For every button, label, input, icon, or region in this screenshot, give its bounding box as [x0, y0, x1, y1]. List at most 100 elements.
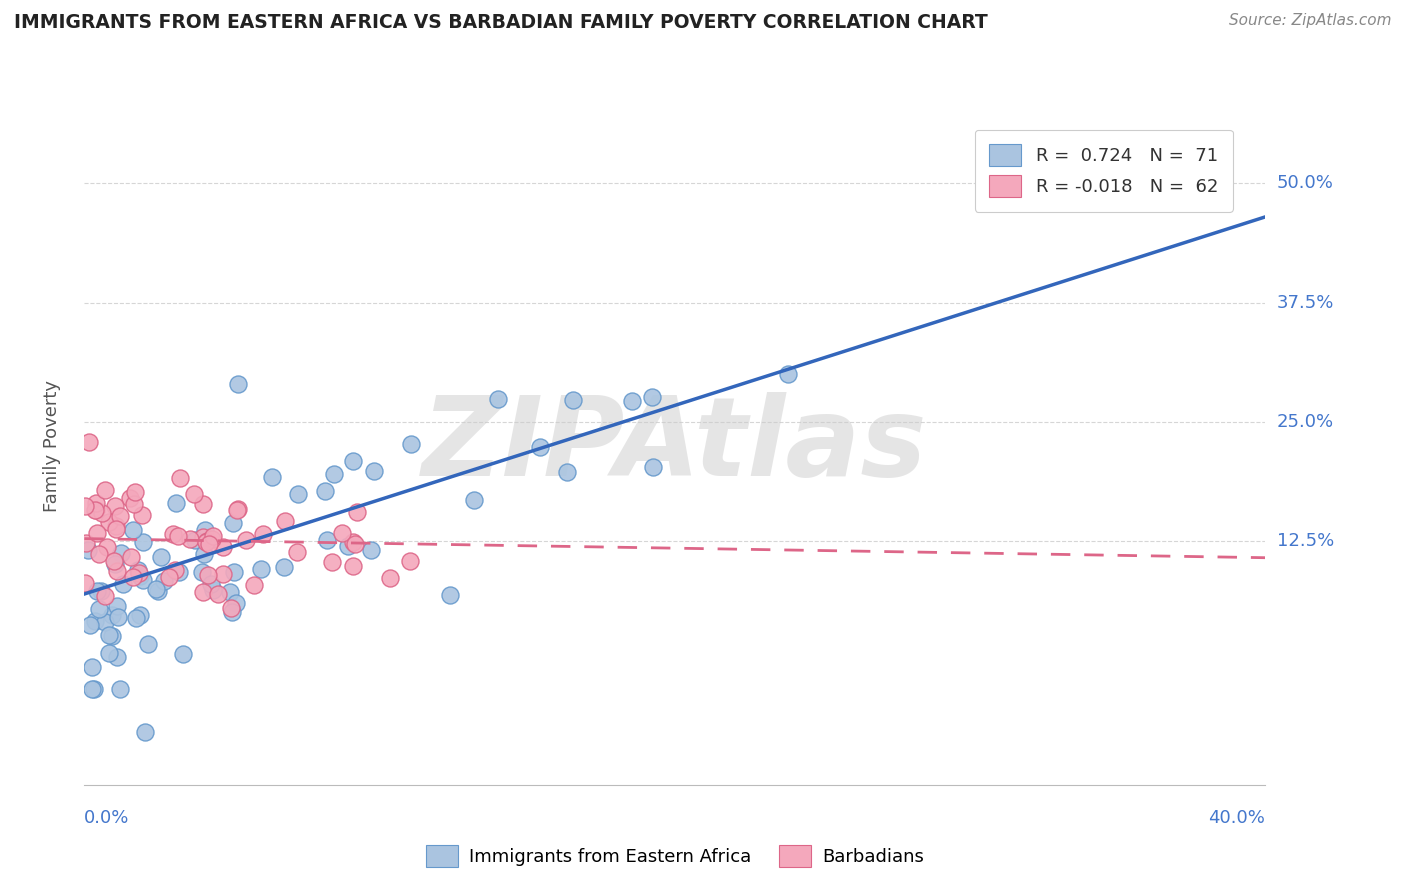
Point	[226, 501, 249, 516]
Point	[221, 516, 243, 530]
Text: 12.5%: 12.5%	[1277, 533, 1334, 550]
Point	[149, 549, 172, 564]
Point	[163, 563, 186, 577]
Point	[222, 565, 245, 579]
Point	[125, 611, 148, 625]
Point	[84, 502, 107, 516]
Point	[200, 576, 222, 591]
Point	[94, 615, 117, 629]
Point	[105, 519, 128, 533]
Point	[105, 564, 128, 578]
Point	[221, 606, 243, 620]
Point	[562, 393, 585, 408]
Point	[157, 570, 180, 584]
Point	[219, 584, 242, 599]
Point	[104, 557, 127, 571]
Point	[80, 681, 103, 696]
Point	[90, 507, 112, 521]
Point	[620, 393, 643, 408]
Point	[96, 540, 118, 554]
Point	[94, 589, 117, 603]
Point	[191, 585, 214, 599]
Point	[252, 527, 274, 541]
Point	[101, 607, 124, 622]
Point	[107, 610, 129, 624]
Point	[439, 588, 461, 602]
Point	[122, 497, 145, 511]
Point	[274, 514, 297, 528]
Point	[399, 437, 422, 451]
Point	[112, 577, 135, 591]
Point	[103, 554, 125, 568]
Point	[198, 537, 221, 551]
Text: 40.0%: 40.0%	[1209, 809, 1265, 827]
Point	[330, 525, 353, 540]
Point	[79, 617, 101, 632]
Legend: R =  0.724   N =  71, R = -0.018   N =  62: R = 0.724 N = 71, R = -0.018 N = 62	[974, 129, 1233, 211]
Point	[101, 630, 124, 644]
Point	[122, 523, 145, 537]
Point	[191, 497, 214, 511]
Point	[378, 571, 401, 585]
Point	[118, 491, 141, 505]
Point	[162, 527, 184, 541]
Point	[193, 548, 215, 562]
Point	[128, 566, 150, 581]
Point	[201, 533, 224, 547]
Point	[104, 500, 127, 514]
Point	[778, 368, 800, 382]
Point	[287, 486, 309, 500]
Point	[148, 584, 170, 599]
Point	[179, 532, 201, 546]
Point	[194, 523, 217, 537]
Point	[555, 465, 578, 479]
Point	[226, 503, 249, 517]
Point	[242, 578, 264, 592]
Point	[131, 508, 153, 523]
Point	[323, 467, 346, 481]
Point	[195, 534, 218, 549]
Point	[132, 535, 155, 549]
Point	[194, 534, 217, 549]
Text: 50.0%: 50.0%	[1277, 175, 1333, 193]
Point	[105, 649, 128, 664]
Point	[83, 681, 105, 696]
Point	[191, 530, 214, 544]
Point	[529, 440, 551, 454]
Point	[226, 376, 249, 391]
Point	[98, 628, 121, 642]
Point	[201, 583, 224, 598]
Text: 0.0%: 0.0%	[84, 809, 129, 827]
Point	[134, 725, 156, 739]
Point	[172, 647, 194, 661]
Point	[77, 435, 100, 450]
Point	[127, 563, 149, 577]
Point	[153, 574, 176, 588]
Point	[315, 533, 337, 547]
Point	[76, 543, 98, 558]
Point	[235, 533, 257, 548]
Point	[321, 556, 343, 570]
Point	[84, 614, 107, 628]
Point	[124, 484, 146, 499]
Text: 25.0%: 25.0%	[1277, 413, 1334, 431]
Point	[75, 535, 97, 549]
Point	[343, 537, 366, 551]
Point	[207, 587, 229, 601]
Point	[273, 559, 295, 574]
Text: 37.5%: 37.5%	[1277, 293, 1334, 312]
Point	[86, 584, 108, 599]
Point	[640, 390, 662, 404]
Point	[73, 576, 96, 591]
Point	[110, 546, 132, 560]
Text: ZIPAtlas: ZIPAtlas	[422, 392, 928, 500]
Point	[145, 582, 167, 596]
Point	[87, 547, 110, 561]
Text: Source: ZipAtlas.com: Source: ZipAtlas.com	[1229, 13, 1392, 29]
Point	[221, 600, 243, 615]
Point	[108, 509, 131, 524]
Point	[169, 471, 191, 485]
Point	[225, 596, 247, 610]
Point	[167, 529, 190, 543]
Point	[314, 484, 336, 499]
